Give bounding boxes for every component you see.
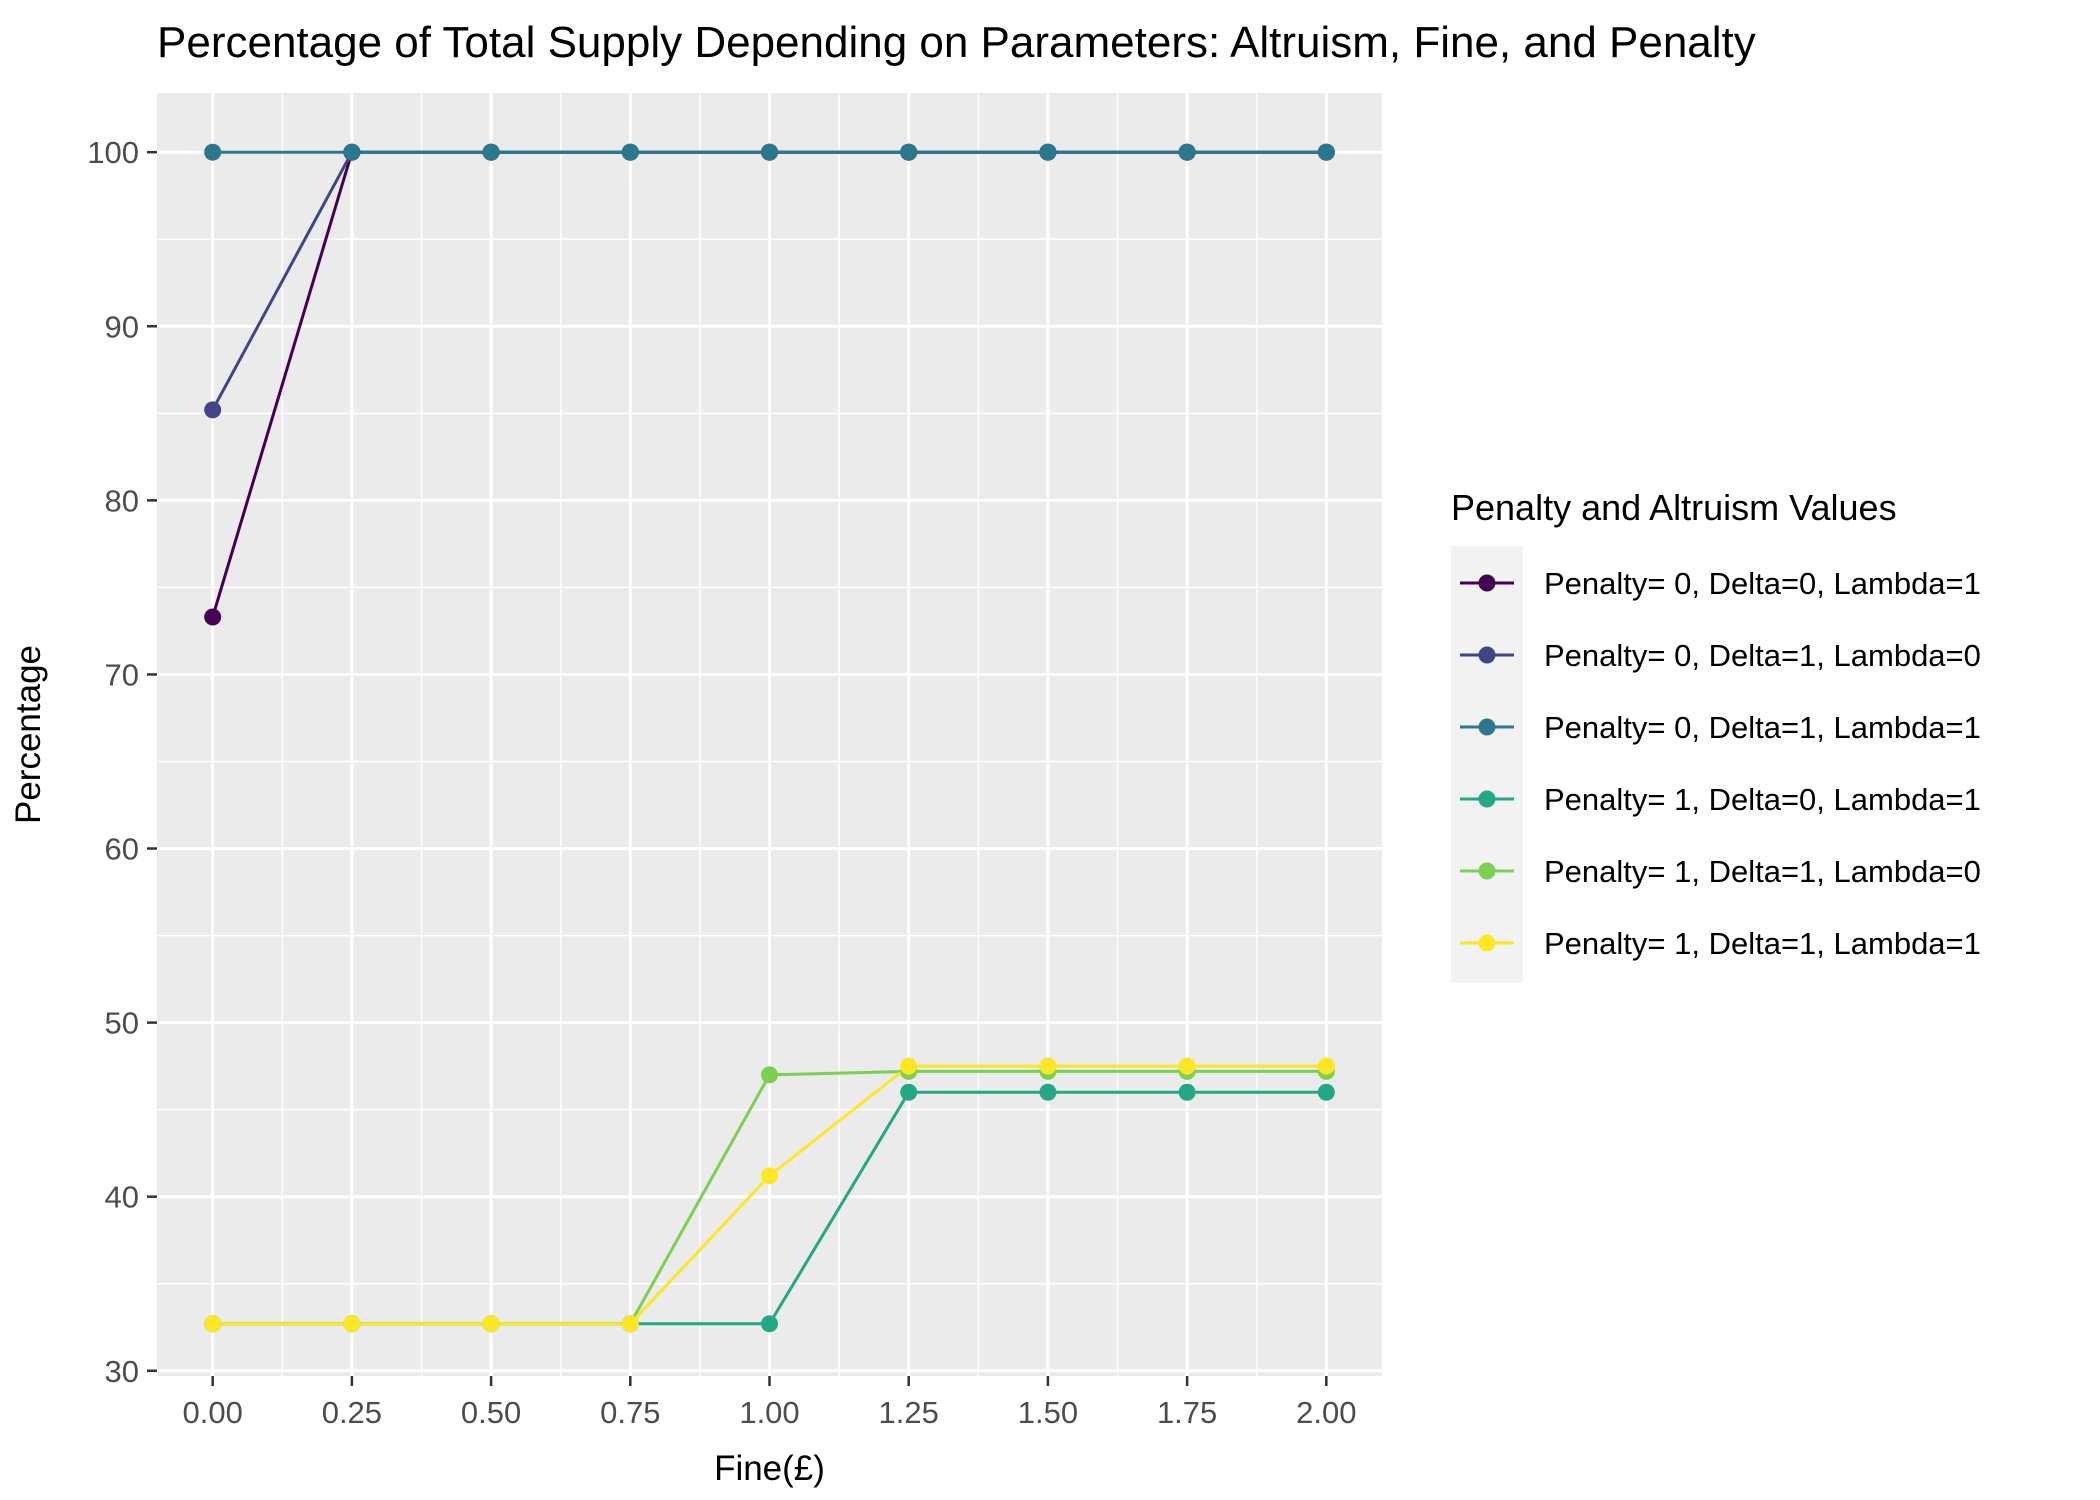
legend-item: Penalty= 1, Delta=1, Lambda=0 <box>1460 854 1981 889</box>
data-point <box>343 143 361 161</box>
legend-label: Penalty= 0, Delta=1, Lambda=1 <box>1544 710 1981 745</box>
legend-item: Penalty= 0, Delta=1, Lambda=0 <box>1460 638 1981 673</box>
legend-item: Penalty= 1, Delta=0, Lambda=1 <box>1460 782 1981 817</box>
data-point <box>761 1066 778 1084</box>
x-tick-label: 1.00 <box>739 1395 799 1430</box>
data-point <box>1178 1083 1196 1101</box>
legend-item: Penalty= 0, Delta=1, Lambda=1 <box>1460 710 1981 745</box>
y-tick-label: 60 <box>105 832 139 867</box>
data-point <box>761 1167 778 1185</box>
data-point <box>900 1083 918 1101</box>
major-gridlines <box>157 93 1382 1376</box>
legend-label: Penalty= 0, Delta=0, Lambda=1 <box>1544 566 1981 601</box>
legend-swatch-point <box>1478 718 1496 736</box>
legend-label: Penalty= 1, Delta=0, Lambda=1 <box>1544 782 1981 817</box>
series-layer <box>204 143 1335 1333</box>
y-tick-label: 80 <box>105 483 139 518</box>
legend-label: Penalty= 1, Delta=1, Lambda=0 <box>1544 854 1981 889</box>
y-axis: 30 40 50 60 70 80 90 100 <box>87 135 157 1389</box>
data-point <box>204 401 222 419</box>
data-point <box>1317 1083 1335 1101</box>
data-point <box>204 608 222 626</box>
legend-swatch-point <box>1478 934 1496 952</box>
series-3-points <box>204 143 1335 161</box>
data-point <box>482 143 500 161</box>
legend-swatch-point <box>1478 862 1496 880</box>
y-tick-label: 90 <box>105 309 139 344</box>
data-point <box>1317 1057 1335 1075</box>
legend-item: Penalty= 0, Delta=0, Lambda=1 <box>1460 566 1981 601</box>
data-point <box>1039 1057 1057 1075</box>
x-tick-label: 1.75 <box>1157 1395 1217 1430</box>
x-tick-label: 0.75 <box>600 1395 660 1430</box>
data-point <box>343 1315 361 1333</box>
data-point <box>621 1315 639 1333</box>
data-point <box>761 1315 778 1333</box>
y-axis-label: Percentage <box>9 645 48 824</box>
legend-key-background <box>1451 546 1523 983</box>
data-point <box>621 143 639 161</box>
data-point <box>1039 1083 1057 1101</box>
legend-item: Penalty= 1, Delta=1, Lambda=1 <box>1460 926 1981 961</box>
legend-swatch-point <box>1478 574 1496 592</box>
x-tick-label: 1.50 <box>1018 1395 1078 1430</box>
x-tick-label: 0.25 <box>322 1395 382 1430</box>
legend-swatch-point <box>1478 790 1496 808</box>
x-axis-label: Fine(£) <box>714 1449 825 1488</box>
data-point <box>1039 143 1057 161</box>
chart-title: Percentage of Total Supply Depending on … <box>157 18 1756 67</box>
y-tick-label: 40 <box>105 1180 139 1215</box>
data-point <box>900 143 918 161</box>
y-tick-label: 50 <box>105 1006 139 1041</box>
y-tick-label: 70 <box>105 657 139 692</box>
data-point <box>1317 143 1335 161</box>
x-axis: 0.00 0.25 0.50 0.75 1.00 1.25 1.50 1.75 2.00 <box>183 1376 1356 1430</box>
series-6-points <box>204 1057 1335 1333</box>
x-tick-label: 2.00 <box>1296 1395 1356 1430</box>
data-point <box>900 1057 918 1075</box>
legend: Penalty and Altruism Values Penalty= 0, … <box>1451 487 1981 983</box>
data-point <box>482 1315 500 1333</box>
x-tick-label: 1.25 <box>879 1395 939 1430</box>
x-tick-label: 0.50 <box>461 1395 521 1430</box>
data-point <box>204 143 222 161</box>
data-point <box>761 143 778 161</box>
x-tick-label: 0.00 <box>183 1395 243 1430</box>
y-tick-label: 30 <box>105 1354 139 1389</box>
legend-title: Penalty and Altruism Values <box>1451 487 1897 528</box>
y-tick-label: 100 <box>87 135 139 170</box>
data-point <box>1178 143 1196 161</box>
legend-label: Penalty= 1, Delta=1, Lambda=1 <box>1544 926 1981 961</box>
data-point <box>204 1315 222 1333</box>
data-point <box>1178 1057 1196 1075</box>
legend-swatch-point <box>1478 646 1496 664</box>
legend-label: Penalty= 0, Delta=1, Lambda=0 <box>1544 638 1981 673</box>
